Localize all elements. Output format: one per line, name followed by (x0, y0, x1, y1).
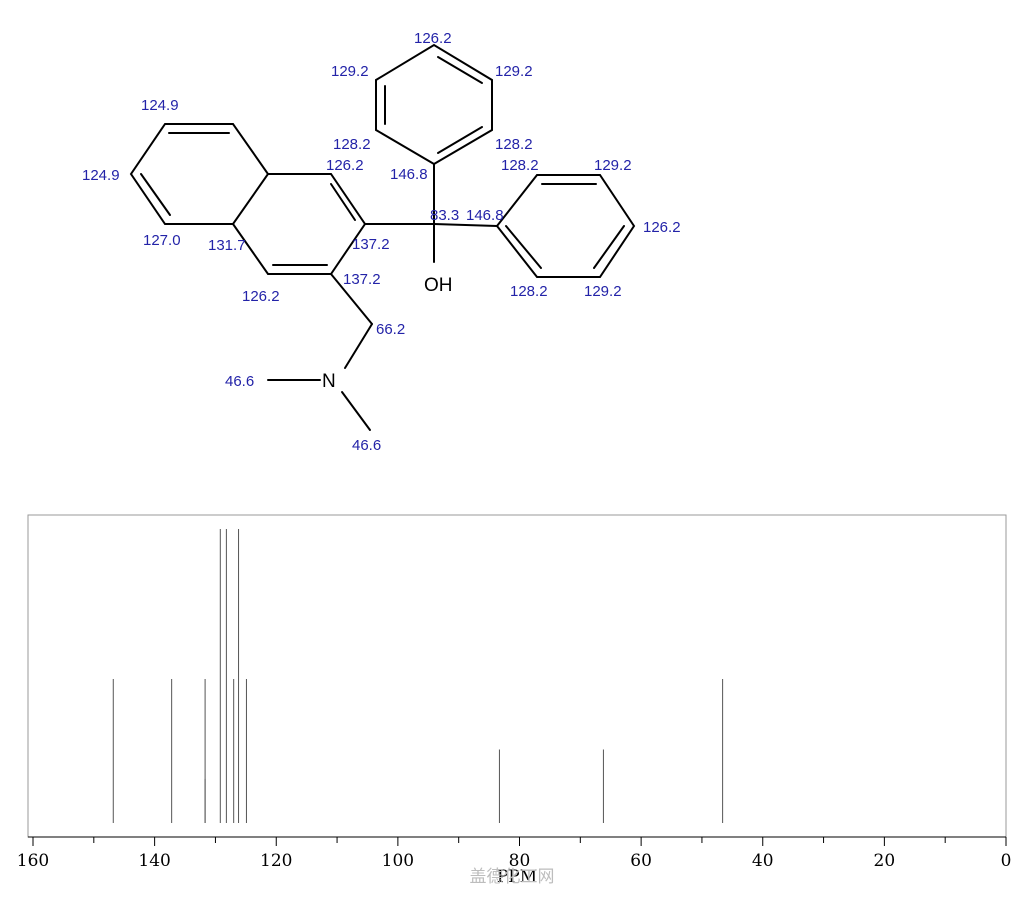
tick-label-20: 20 (874, 851, 896, 871)
watermark: 盖德化工网 (470, 867, 555, 887)
tick-label-60: 60 (630, 851, 652, 871)
shift-label-phA-ortho-right: 128.2 (495, 136, 533, 153)
nmr-spectrum-chart: 160 140 120 100 80 60 40 20 0 PPM (17, 514, 1012, 887)
shift-label-carbinol: 83.3 (430, 207, 459, 224)
shift-label-naph-c6: 124.9 (82, 167, 120, 184)
tick-label-160: 160 (17, 851, 49, 871)
tick-label-80: 80 (509, 851, 531, 871)
shift-label-phA-meta-left: 129.2 (331, 63, 369, 80)
phenyl-ring-a (375, 43, 493, 165)
tick-label-0: 0 (1001, 851, 1012, 871)
shift-label-naph-c4: 126.2 (242, 288, 280, 305)
shift-label-naph-c2: 137.2 (352, 236, 390, 253)
phenyl-ring-b (496, 174, 636, 278)
nitrogen-label: N (322, 371, 336, 392)
shift-label-phB-para: 126.2 (643, 219, 681, 236)
x-axis-ticks: 160 140 120 100 80 60 40 20 0 (17, 837, 1012, 871)
tick-label-140: 140 (138, 851, 170, 871)
shift-label-phB-meta-top: 129.2 (594, 157, 632, 174)
x-axis-title: PPM (497, 867, 537, 887)
shift-label-phB-ortho-bottom: 128.2 (510, 283, 548, 300)
shift-label-phB-meta-bottom: 129.2 (584, 283, 622, 300)
hydroxyl-label: OH (424, 275, 453, 296)
dimethylaminomethyl-bonds (267, 273, 373, 431)
naphthalene-ring (129, 123, 367, 275)
peak-series (112, 529, 724, 823)
shift-label-phA-meta-right: 129.2 (495, 63, 533, 80)
shift-labels: 126.2 129.2 129.2 128.2 128.2 146.8 83.3… (82, 30, 681, 454)
shift-label-naph-c7: 127.0 (143, 232, 181, 249)
carbinol-bonds (364, 163, 498, 263)
molecule-structure (129, 43, 636, 431)
shift-label-nme-bottom: 46.6 (352, 437, 381, 454)
shift-label-naph-c5: 124.9 (141, 97, 179, 114)
shift-label-phB-ipso: 146.8 (466, 207, 504, 224)
plot-frame (27, 514, 1007, 838)
shift-label-phA-ortho-left: 128.2 (333, 136, 371, 153)
shift-label-naph-c4a: 131.7 (208, 237, 246, 254)
shift-label-phA-ipso: 146.8 (390, 166, 428, 183)
shift-label-ch2: 66.2 (376, 321, 405, 338)
shift-label-naph-c3: 137.2 (343, 271, 381, 288)
tick-label-100: 100 (382, 851, 414, 871)
tick-label-40: 40 (752, 851, 774, 871)
shift-label-nme-left: 46.6 (225, 373, 254, 390)
tick-label-120: 120 (260, 851, 292, 871)
shift-label-phA-para: 126.2 (414, 30, 452, 47)
shift-label-phB-ortho-top: 128.2 (501, 157, 539, 174)
shift-label-naph-c1: 126.2 (326, 157, 364, 174)
